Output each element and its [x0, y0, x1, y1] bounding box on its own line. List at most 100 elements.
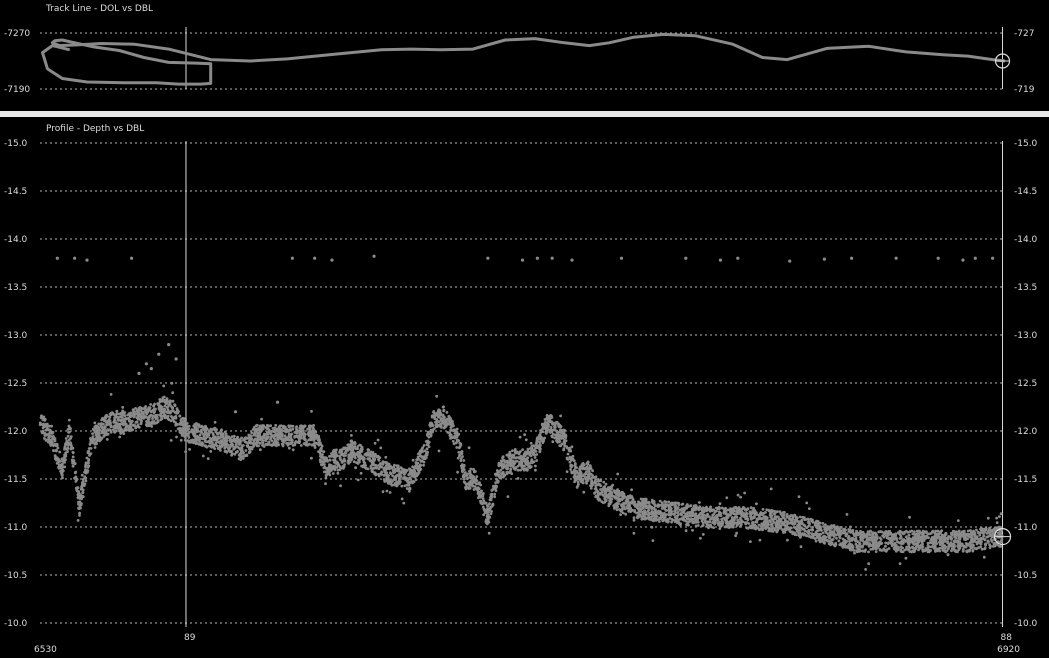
profile-data-point — [489, 493, 493, 496]
profile-data-point — [55, 449, 58, 453]
profile-data-point — [619, 513, 622, 516]
profile-data-point — [266, 432, 269, 436]
profile-data-point — [42, 415, 46, 419]
profile-data-point — [51, 435, 55, 438]
profile-data-point — [807, 532, 810, 536]
profile-data-point — [628, 504, 632, 508]
profile-data-point — [761, 527, 765, 530]
profile-data-point — [255, 427, 259, 431]
profile-data-point — [746, 526, 750, 530]
profile-data-point — [363, 457, 366, 461]
profile-data-point — [314, 430, 318, 434]
profile-data-point — [564, 433, 567, 437]
profile-data-point — [521, 448, 524, 451]
profile-data-point — [815, 529, 819, 533]
profile-data-point — [318, 441, 321, 444]
profile-data-point — [232, 434, 236, 438]
profile-data-point — [472, 467, 475, 471]
profile-data-point — [455, 427, 459, 431]
profile-data-point — [376, 438, 380, 442]
profile-data-point — [501, 475, 505, 479]
profile-data-point — [246, 441, 250, 445]
profile-data-point — [510, 454, 513, 458]
profile-data-point — [539, 435, 543, 439]
profile-data-point — [884, 541, 888, 545]
profile-data-point — [821, 522, 825, 525]
profile-data-point — [697, 513, 701, 517]
profile-data-point — [458, 453, 461, 457]
profile-data-point — [276, 438, 280, 441]
profile-data-point — [758, 538, 762, 542]
profile-cursor-label: 89 — [184, 633, 196, 643]
profile-data-point — [187, 436, 191, 439]
panel-divider[interactable] — [0, 111, 1049, 117]
profile-data-point — [50, 440, 53, 444]
profile-data-point — [859, 531, 863, 534]
profile-data-point — [141, 407, 144, 410]
profile-data-point — [851, 536, 854, 540]
profile-data-point — [802, 527, 806, 531]
profile-data-point — [209, 450, 213, 453]
profile-data-point — [311, 436, 315, 440]
profile-data-point — [51, 431, 54, 435]
profile-data-point — [522, 457, 525, 461]
profile-data-point — [457, 451, 461, 454]
profile-data-point — [496, 479, 500, 483]
profile-data-point — [436, 423, 439, 427]
profile-data-point — [461, 470, 464, 474]
profile-data-point — [675, 515, 679, 519]
profile-data-point — [621, 507, 624, 511]
profile-data-point — [81, 491, 85, 494]
profile-data-point — [486, 517, 490, 521]
profile-data-point — [140, 415, 144, 419]
profile-data-point — [221, 442, 225, 446]
profile-data-point — [552, 428, 556, 432]
profile-data-point — [609, 500, 613, 504]
profile-data-point — [848, 537, 851, 541]
profile-data-point — [364, 467, 368, 470]
profile-data-point — [624, 512, 628, 516]
profile-data-point — [647, 501, 651, 504]
profile-data-point — [234, 438, 237, 441]
profile-data-point — [163, 400, 167, 404]
profile-y-tick-label: -13.0 — [4, 331, 28, 341]
profile-data-point — [555, 420, 559, 424]
profile-y-tick-label: -14.5 — [4, 187, 27, 197]
profile-data-point — [238, 438, 242, 442]
profile-data-point — [104, 416, 107, 420]
profile-data-point — [488, 498, 492, 502]
profile-data-point — [835, 536, 838, 540]
profile-data-point — [48, 424, 51, 428]
profile-data-point — [734, 534, 737, 538]
profile-data-point — [320, 463, 324, 467]
profile-data-point — [194, 427, 198, 430]
profile-data-point — [844, 541, 848, 544]
profile-data-point — [694, 524, 698, 528]
profile-data-point — [770, 509, 773, 512]
profile-data-point — [506, 495, 510, 498]
profile-data-point — [250, 438, 254, 441]
profile-data-point — [685, 505, 689, 509]
profile-data-point — [674, 507, 678, 511]
profile-data-point — [64, 437, 68, 440]
profile-data-point — [128, 429, 132, 433]
profile-data-point — [519, 464, 523, 467]
profile-data-point — [783, 523, 786, 527]
profile-data-point — [713, 517, 717, 520]
profile-data-point — [448, 420, 452, 423]
profile-data-point — [214, 441, 218, 444]
profile-data-point — [108, 415, 112, 419]
profile-data-point — [207, 432, 211, 435]
profile-data-point — [696, 519, 699, 523]
profile-chart[interactable]: -15.0 -15.0-14.5 -14.5-14.0 -14.0-13.5 -13.5… — [0, 117, 1049, 658]
profile-data-point — [312, 439, 316, 442]
profile-data-point — [680, 507, 684, 511]
profile-data-point — [137, 417, 141, 421]
profile-data-point — [739, 523, 743, 526]
profile-data-point — [158, 398, 162, 401]
track-line-chart[interactable]: -7270 -727-7190 -719 — [0, 0, 1049, 112]
profile-data-point — [333, 451, 337, 455]
profile-data-point — [259, 448, 262, 452]
profile-data-point — [718, 502, 722, 506]
profile-data-point — [681, 510, 684, 514]
